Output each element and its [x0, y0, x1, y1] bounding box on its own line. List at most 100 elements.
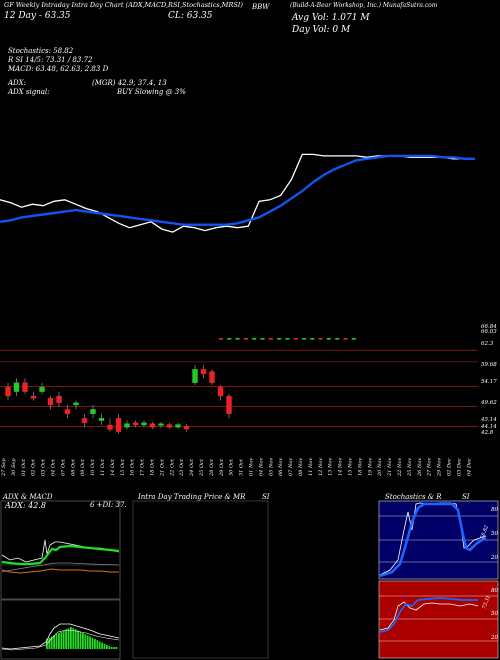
macd-hist-bar	[84, 634, 87, 649]
price-axis-label: 62.3	[481, 341, 494, 347]
recent-candle	[310, 338, 315, 340]
date-label: 04 Nov	[258, 458, 264, 476]
date-label: 30 Oct	[229, 458, 235, 476]
recent-candle	[302, 338, 306, 340]
adx-panel-value: ADX: 42.8	[5, 501, 46, 510]
recent-candle	[326, 338, 331, 340]
macd-hist-bar	[77, 630, 79, 649]
price-axis-label: 45.14	[480, 417, 497, 423]
minus-di-line	[1, 562, 120, 573]
candle-body	[47, 398, 54, 406]
price-axis-label: 66.84	[481, 324, 497, 330]
date-label: 19 Nov	[367, 458, 373, 476]
date-label: 07 Nov	[288, 458, 294, 476]
adx-signal-label: ADX signal:	[8, 88, 50, 96]
mrsi-line	[379, 597, 478, 633]
date-label: 27 Nov	[427, 458, 433, 477]
macd-hist-bar	[67, 628, 70, 649]
macd-hist-bar	[98, 641, 101, 649]
date-label: 15 Nov	[348, 458, 354, 476]
candle-body	[209, 371, 215, 383]
date-label: 14 Oct	[110, 458, 116, 476]
candles-group	[5, 338, 356, 434]
macd-readout: MACD: 63.48, 62.63, 2.83 D	[8, 65, 109, 73]
macd-hist-bar	[82, 633, 84, 649]
close-price: CL: 63.35	[168, 11, 213, 21]
ticker-symbol: BBW	[252, 3, 270, 11]
stoch-panel-si: SI	[462, 493, 470, 501]
date-label: 29 Oct	[219, 458, 225, 477]
candle-body	[217, 386, 224, 397]
date-label: 21 Oct	[159, 458, 165, 477]
header-left-text: 12 Day - 63.35	[4, 11, 71, 21]
candle-body	[90, 409, 96, 415]
date-label: 08 Nov	[298, 458, 304, 476]
date-label: 07 Oct	[60, 458, 66, 476]
price-axis-label: 66.03	[481, 329, 497, 335]
recent-candle	[293, 338, 298, 340]
macd-hist-bar	[62, 630, 65, 649]
price-axis-label: 44.14	[480, 424, 497, 430]
candle-body	[132, 422, 139, 426]
stoch-axis-20: 20	[491, 555, 498, 561]
adx-panel-di: 6 +DI: 37.	[90, 501, 127, 509]
macd-histogram	[46, 627, 118, 649]
date-axis-group: 27 Sep 30 Sep 01 Oct 02 Oct 03 Oct 04 Oct 07 O…	[1, 458, 472, 477]
rsi-axis-50: 50	[491, 611, 498, 617]
date-label: 24 Oct	[189, 458, 195, 477]
recent-candle	[277, 338, 282, 340]
date-label: 22 Nov	[397, 458, 403, 477]
date-label: 04 Dec	[466, 458, 472, 476]
date-label: 29 Nov	[437, 458, 443, 477]
date-label: 21 Nov	[387, 458, 393, 477]
date-label: 02 Oct	[31, 458, 37, 476]
candle-body	[98, 418, 105, 421]
adx-macd-panel-title: ADX & MACD	[3, 493, 53, 501]
date-label: 09 Oct	[80, 458, 86, 476]
date-label: 11 Oct	[100, 458, 106, 476]
macd-hist-bar	[65, 629, 67, 649]
recent-candle	[351, 338, 356, 340]
date-label: 17 Oct	[140, 458, 146, 476]
date-label: 26 Nov	[417, 458, 423, 477]
date-label: 08 Oct	[70, 458, 76, 476]
date-label: 27 Sep	[1, 458, 7, 477]
candle-body	[13, 382, 20, 392]
candle-body	[56, 395, 62, 403]
macd-hist-bar	[74, 629, 77, 649]
macd-hist-bar	[86, 635, 89, 649]
candle-body	[115, 418, 122, 432]
recent-candle	[335, 338, 340, 340]
stochastics-readout: Stochastics: 58.82	[8, 47, 74, 55]
candle-body	[30, 395, 37, 399]
date-label: 12 Nov	[318, 458, 324, 476]
macd-hist-bar	[53, 635, 55, 649]
macd-hist-bar	[108, 646, 111, 649]
candle-body	[141, 422, 147, 426]
avg-volume: Avg Vol: 1.071 M	[292, 13, 370, 23]
rsi-axis-80: 80	[491, 588, 498, 594]
date-label: 20 Nov	[377, 458, 383, 477]
intraday-panel	[132, 500, 269, 659]
stoch-panel	[378, 500, 499, 580]
date-label: 02 Dec	[447, 458, 453, 476]
recent-candle	[268, 338, 273, 340]
macd-hist-bar	[94, 639, 96, 649]
recent-candle	[235, 338, 240, 340]
candle-body	[107, 424, 113, 430]
candle-body	[226, 395, 232, 415]
adx-orange-line	[1, 568, 119, 574]
adx-label: ADX:	[8, 79, 27, 87]
date-label: 25 Oct	[199, 458, 205, 477]
macd-hist-bar	[110, 647, 113, 649]
rsi-panel	[378, 580, 499, 659]
macd-hist-bar	[79, 631, 82, 649]
date-label: 13 Nov	[328, 458, 334, 476]
rsi-line	[379, 601, 479, 631]
macd-hist-bar	[60, 631, 63, 649]
recent-candle	[285, 338, 290, 340]
macd-line	[1, 623, 120, 650]
date-label: 10 Oct	[90, 458, 96, 476]
date-label: 05 Nov	[268, 458, 274, 476]
